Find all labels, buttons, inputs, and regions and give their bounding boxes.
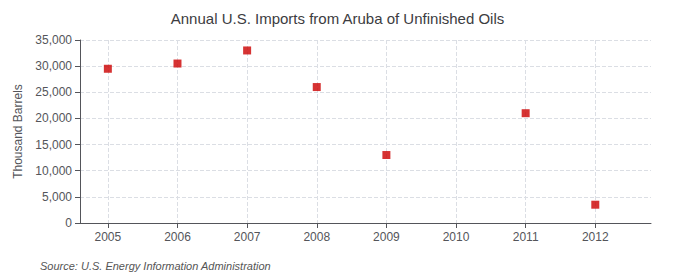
svg-text:10,000: 10,000: [35, 164, 72, 178]
svg-text:2011: 2011: [513, 230, 539, 244]
svg-text:5,000: 5,000: [42, 190, 72, 204]
svg-text:Annual U.S. Imports from Aruba: Annual U.S. Imports from Aruba of Unfini…: [171, 10, 504, 27]
svg-text:2012: 2012: [582, 230, 609, 244]
svg-text:Thousand Barrels: Thousand Barrels: [11, 84, 25, 179]
svg-text:2005: 2005: [95, 230, 122, 244]
svg-text:Source: U.S. Energy Informatio: Source: U.S. Energy Information Administ…: [40, 260, 271, 272]
svg-text:15,000: 15,000: [35, 138, 72, 152]
svg-text:35,000: 35,000: [35, 33, 72, 47]
svg-text:25,000: 25,000: [35, 85, 72, 99]
svg-text:20,000: 20,000: [35, 111, 72, 125]
svg-text:2010: 2010: [443, 230, 470, 244]
svg-text:0: 0: [65, 216, 72, 230]
svg-text:2008: 2008: [303, 230, 330, 244]
svg-text:2009: 2009: [373, 230, 400, 244]
svg-text:30,000: 30,000: [35, 59, 72, 73]
svg-text:2006: 2006: [164, 230, 191, 244]
svg-text:2007: 2007: [234, 230, 261, 244]
